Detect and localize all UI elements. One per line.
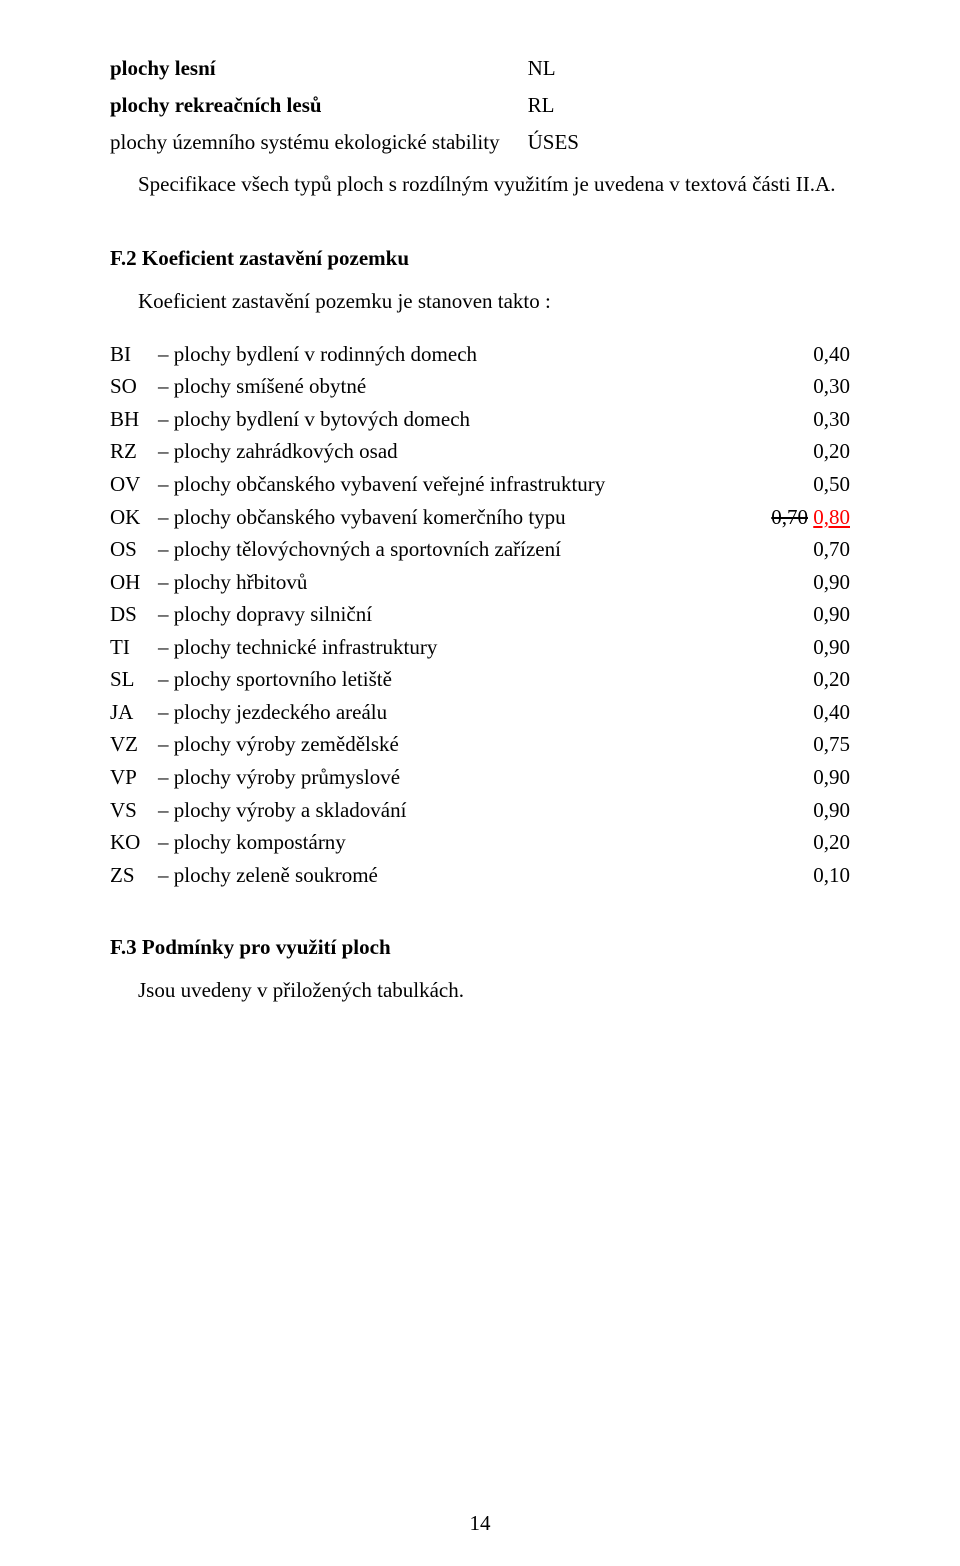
- table-row: TI– plochy technické infrastruktury0,90: [110, 631, 850, 664]
- row-description: – plochy zahrádkových osad: [158, 435, 771, 468]
- row-description: – plochy smíšené obytné: [158, 370, 771, 403]
- table-row: VZ– plochy výroby zemědělské0,75: [110, 728, 850, 761]
- intro-row: plochy rekreačních lesůRL: [110, 87, 579, 124]
- row-description: – plochy bydlení v bytových domech: [158, 403, 771, 436]
- table-row: ZS– plochy zeleně soukromé0,10: [110, 859, 850, 892]
- row-description: – plochy hřbitovů: [158, 566, 771, 599]
- row-description: – plochy výroby zemědělské: [158, 728, 771, 761]
- row-value: 0,30: [771, 370, 850, 403]
- row-description: – plochy zeleně soukromé: [158, 859, 771, 892]
- row-description: – plochy výroby a skladování: [158, 794, 771, 827]
- row-code: DS: [110, 598, 158, 631]
- row-value: 0,20: [771, 435, 850, 468]
- row-value: 0,70 0,80: [771, 501, 850, 534]
- table-row: KO– plochy kompostárny0,20: [110, 826, 850, 859]
- row-description: – plochy technické infrastruktury: [158, 631, 771, 664]
- table-row: RZ– plochy zahrádkových osad0,20: [110, 435, 850, 468]
- row-value: 0,90: [771, 761, 850, 794]
- section-f2-subintro: Koeficient zastavění pozemku je stanoven…: [138, 289, 850, 314]
- section-f2-heading: F.2 Koeficient zastavění pozemku: [110, 246, 850, 271]
- table-row: OS– plochy tělovýchovných a sportovních …: [110, 533, 850, 566]
- row-description: – plochy tělovýchovných a sportovních za…: [158, 533, 771, 566]
- table-row: DS– plochy dopravy silniční0,90: [110, 598, 850, 631]
- row-value: 0,90: [771, 631, 850, 664]
- intro-list: plochy lesníNLplochy rekreačních lesůRLp…: [110, 50, 579, 160]
- row-description: – plochy jezdeckého areálu: [158, 696, 771, 729]
- row-value: 0,10: [771, 859, 850, 892]
- intro-row-label: plochy lesní: [110, 50, 528, 87]
- table-row: SO– plochy smíšené obytné0,30: [110, 370, 850, 403]
- table-row: VP– plochy výroby průmyslové0,90: [110, 761, 850, 794]
- row-code: JA: [110, 696, 158, 729]
- page-number: 14: [0, 1511, 960, 1536]
- row-code: BH: [110, 403, 158, 436]
- row-value: 0,20: [771, 826, 850, 859]
- row-value: 0,70: [771, 533, 850, 566]
- row-value: 0,75: [771, 728, 850, 761]
- row-code: SO: [110, 370, 158, 403]
- row-code: SL: [110, 663, 158, 696]
- row-description: – plochy dopravy silniční: [158, 598, 771, 631]
- row-code: RZ: [110, 435, 158, 468]
- table-row: VS– plochy výroby a skladování0,90: [110, 794, 850, 827]
- row-code: VS: [110, 794, 158, 827]
- row-code: TI: [110, 631, 158, 664]
- table-row: OH– plochy hřbitovů0,90: [110, 566, 850, 599]
- row-code: OV: [110, 468, 158, 501]
- table-row: JA– plochy jezdeckého areálu0,40: [110, 696, 850, 729]
- intro-row-label: plochy územního systému ekologické stabi…: [110, 124, 528, 161]
- row-code: VZ: [110, 728, 158, 761]
- row-value: 0,40: [771, 696, 850, 729]
- row-value: 0,90: [771, 566, 850, 599]
- row-code: KO: [110, 826, 158, 859]
- row-description: – plochy výroby průmyslové: [158, 761, 771, 794]
- intro-sentence: Specifikace všech typů ploch s rozdílným…: [138, 168, 850, 202]
- row-description: – plochy sportovního letiště: [158, 663, 771, 696]
- row-code: OS: [110, 533, 158, 566]
- row-description: – plochy občanského vybavení komerčního …: [158, 501, 771, 534]
- section-f3: F.3 Podmínky pro využití ploch Jsou uved…: [110, 935, 850, 1003]
- table-row: OK– plochy občanského vybavení komerčníh…: [110, 501, 850, 534]
- row-value: 0,30: [771, 403, 850, 436]
- table-row: BH– plochy bydlení v bytových domech0,30: [110, 403, 850, 436]
- table-row: SL– plochy sportovního letiště0,20: [110, 663, 850, 696]
- row-description: – plochy občanského vybavení veřejné inf…: [158, 468, 771, 501]
- intro-row: plochy lesníNL: [110, 50, 579, 87]
- row-code: VP: [110, 761, 158, 794]
- row-value: 0,50: [771, 468, 850, 501]
- intro-row-label: plochy rekreačních lesů: [110, 87, 528, 124]
- row-code: OK: [110, 501, 158, 534]
- row-code: ZS: [110, 859, 158, 892]
- intro-row: plochy územního systému ekologické stabi…: [110, 124, 579, 161]
- section-f3-heading: F.3 Podmínky pro využití ploch: [110, 935, 850, 960]
- row-code: BI: [110, 338, 158, 371]
- row-description: – plochy bydlení v rodinných domech: [158, 338, 771, 371]
- intro-row-code: RL: [528, 87, 579, 124]
- row-code: OH: [110, 566, 158, 599]
- table-row: BI– plochy bydlení v rodinných domech0,4…: [110, 338, 850, 371]
- row-value: 0,90: [771, 598, 850, 631]
- table-row: OV– plochy občanského vybavení veřejné i…: [110, 468, 850, 501]
- row-value: 0,90: [771, 794, 850, 827]
- section-f3-body: Jsou uvedeny v přiložených tabulkách.: [138, 978, 850, 1003]
- row-description: – plochy kompostárny: [158, 826, 771, 859]
- row-value: 0,40: [771, 338, 850, 371]
- coefficient-table: BI– plochy bydlení v rodinných domech0,4…: [110, 338, 850, 891]
- page: plochy lesníNLplochy rekreačních lesůRLp…: [0, 0, 960, 1566]
- intro-row-code: ÚSES: [528, 124, 579, 161]
- intro-row-code: NL: [528, 50, 579, 87]
- row-value: 0,20: [771, 663, 850, 696]
